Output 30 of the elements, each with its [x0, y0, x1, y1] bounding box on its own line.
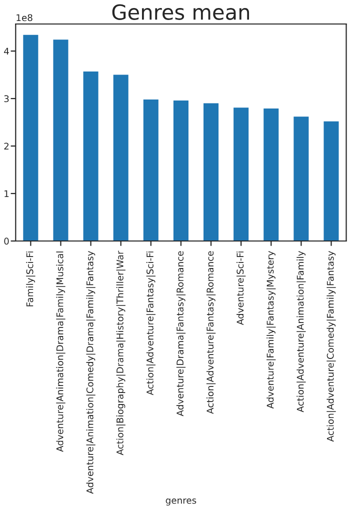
y-tick-label: 0 — [4, 238, 9, 245]
x-tick-label: Action|Biography|Drama|History|Thriller|War — [116, 250, 126, 456]
bar — [234, 108, 249, 241]
bar — [53, 40, 68, 241]
x-tick-label: Adventure|Sci-Fi — [236, 252, 246, 326]
x-tick-label: Family|Sci-Fi — [26, 252, 36, 306]
y-tick-label: 3 — [4, 95, 9, 102]
x-tick-label: Adventure|Animation|Comedy|Drama|Family|Fantasy — [86, 250, 96, 494]
bar — [143, 100, 158, 241]
x-tick-label: Adventure|Animation|Drama|Family|Musical — [56, 252, 66, 452]
bar — [264, 108, 279, 241]
text: 1e8 — [16, 14, 32, 22]
x-tick-label: Action|Adventure|Comedy|Family|Fantasy — [326, 250, 336, 442]
x-axis-title: genres — [166, 498, 196, 506]
bar — [83, 71, 98, 241]
x-tick-label: Adventure|Drama|Fantasy|Romance — [176, 251, 186, 416]
x-tick-label: Action|Adventure|Animation|Family — [296, 250, 306, 412]
bar — [173, 100, 188, 241]
bar — [324, 121, 339, 241]
y-tick-label: 1 — [4, 190, 9, 197]
x-tick-label: Action|Adventure|Fantasy|Sci-Fi — [146, 252, 156, 396]
bar — [204, 103, 219, 241]
chart-title: Genres mean — [112, 4, 250, 20]
y-tick-label: 4 — [4, 48, 9, 55]
bar — [294, 116, 309, 241]
bar — [113, 74, 128, 241]
x-tick-label: Action|Adventure|Fantasy|Romance — [206, 251, 216, 414]
y-tick-label: 2 — [4, 142, 8, 150]
x-tick-label: Adventure|Family|Fantasy|Mystery — [266, 250, 276, 409]
bar — [23, 34, 38, 241]
